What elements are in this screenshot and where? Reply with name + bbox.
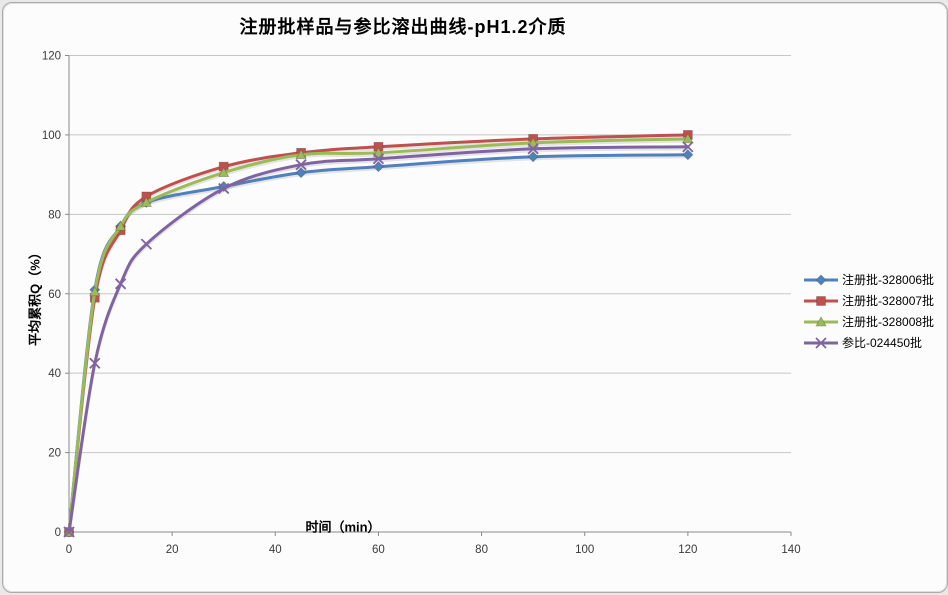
legend-marker-x — [804, 336, 838, 349]
x-tick-label: 100 — [575, 544, 594, 556]
y-tick-label: 120 — [42, 51, 61, 63]
legend-label: 注册批-328006批 — [842, 273, 935, 287]
marker-x — [815, 336, 827, 349]
marker-x — [140, 238, 152, 250]
y-tick-label: 100 — [42, 130, 61, 142]
chart-title: 注册批样品与参比溶出曲线-pH1.2介质 — [239, 17, 567, 37]
marker-triangle — [140, 196, 153, 207]
marker-triangle — [527, 137, 539, 148]
gridlines: 0 20 40 60 80 100 120 — [42, 51, 791, 539]
marker-diamond — [295, 167, 307, 179]
marker-diamond — [372, 161, 384, 173]
marker-triangle — [815, 315, 827, 326]
marker-x — [114, 278, 127, 290]
legend-marker-triangle — [804, 315, 838, 326]
y-tick-label: 80 — [48, 209, 61, 221]
y-tick-label: 40 — [48, 368, 61, 380]
legend-item: 注册批-328007批 — [804, 290, 934, 311]
series-line-shadow — [67, 155, 688, 535]
x-tick-label: 80 — [475, 544, 488, 556]
legend-item: 参比-024450批 — [804, 332, 934, 353]
marker-x — [682, 141, 694, 153]
legend-item: 注册批-328008批 — [804, 311, 934, 332]
x-tick-label: 40 — [269, 544, 282, 556]
x-tick-label: 120 — [678, 544, 697, 556]
marker-x — [218, 182, 230, 195]
marker-triangle — [372, 146, 385, 158]
legend-label: 参比-024450批 — [842, 336, 923, 350]
marker-triangle — [218, 166, 230, 178]
legend-label: 注册批-328007批 — [842, 294, 935, 308]
y-tick-label: 0 — [55, 527, 61, 539]
marker-diamond — [682, 149, 694, 161]
marker-x — [89, 357, 101, 369]
y-tick-label: 60 — [48, 289, 61, 301]
series-参比-024450批 — [63, 141, 694, 538]
marker-triangle — [89, 285, 101, 297]
marker-x — [527, 143, 539, 155]
legend-label: 注册批-328008批 — [842, 315, 935, 329]
x-tick-label: 20 — [166, 544, 179, 556]
legend-marker-diamond — [804, 273, 838, 286]
series-line — [67, 145, 690, 534]
series-注册批-328007批 — [64, 130, 693, 537]
marker-diamond — [815, 273, 827, 286]
x-axis-title: 时间（min） — [305, 519, 381, 535]
marker-x — [372, 153, 385, 165]
x-tick-label: 0 — [66, 544, 72, 556]
legend-item: 注册批-328006批 — [804, 269, 934, 290]
series-注册批-328008批 — [63, 133, 694, 537]
x-axis-ticks: 0 20 40 60 80 100 120 140 — [66, 532, 801, 556]
series-line-shadow — [67, 147, 688, 535]
marker-triangle — [682, 133, 694, 144]
marker-x — [63, 526, 75, 538]
x-tick-label: 140 — [781, 544, 800, 556]
marker-triangle — [114, 220, 127, 231]
legend: 注册批-328006批 注册批-328007批 注册批-328008批 参比-0244… — [804, 269, 934, 353]
legend-marker-square — [804, 295, 838, 306]
series-line — [67, 153, 690, 534]
series-注册批-328006批 — [63, 149, 694, 538]
y-axis-title: 平均累积Q（%） — [27, 246, 43, 346]
y-tick-label: 20 — [48, 448, 61, 460]
marker-triangle — [295, 148, 307, 160]
plot-area: 0 20 40 60 80 100 120 0 20 40 60 80 100 120 140 — [42, 51, 801, 557]
marker-square — [816, 295, 826, 306]
marker-diamond — [527, 151, 539, 163]
x-tick-label: 60 — [372, 544, 385, 556]
marker-x — [295, 159, 307, 171]
